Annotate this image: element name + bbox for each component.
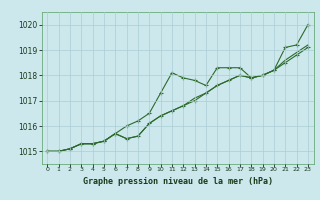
X-axis label: Graphe pression niveau de la mer (hPa): Graphe pression niveau de la mer (hPa) bbox=[83, 177, 273, 186]
